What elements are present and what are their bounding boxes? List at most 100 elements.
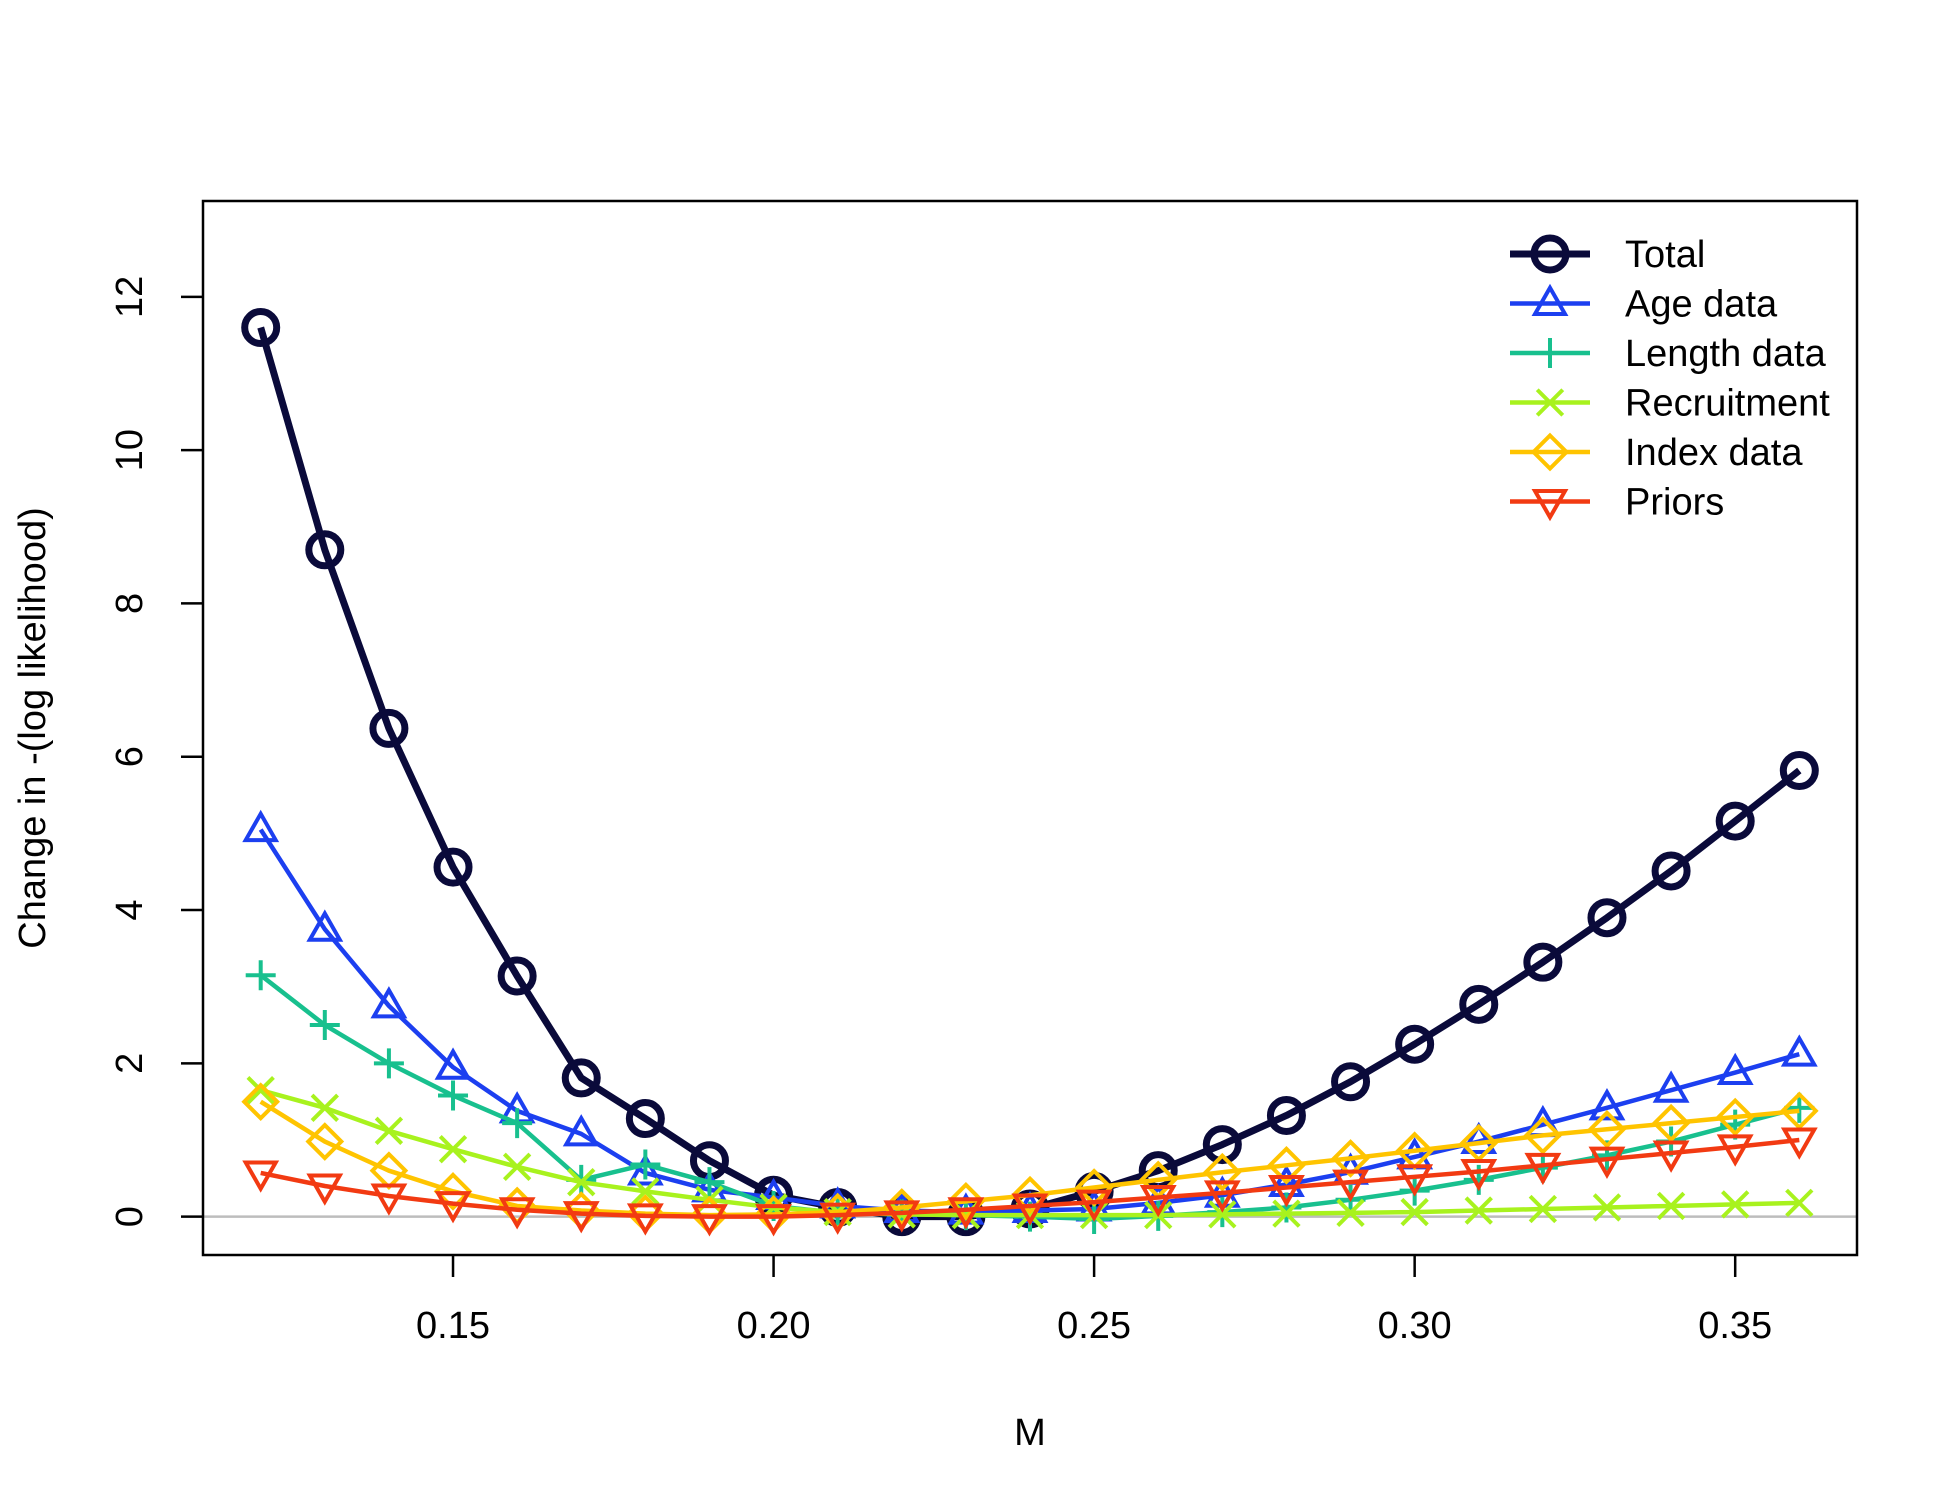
legend-marker	[1531, 283, 1569, 316]
data-point-total	[1395, 1024, 1435, 1064]
data-point-total	[497, 956, 537, 996]
data-point-index-data	[1010, 1175, 1050, 1215]
data-point-length-data	[438, 1080, 469, 1111]
data-point-total	[1651, 851, 1691, 891]
data-point-index-data	[1587, 1109, 1627, 1149]
data-point-length-data	[373, 1048, 404, 1079]
data-point-priors	[306, 1173, 344, 1206]
data-point-total	[241, 307, 281, 347]
data-point-priors	[883, 1200, 921, 1233]
data-point-age-data	[1716, 1052, 1754, 1086]
y-tick-label: 6	[109, 746, 151, 767]
legend-item-priors: Priors	[1510, 482, 1724, 524]
data-point-priors	[1588, 1146, 1626, 1179]
data-point-total	[369, 708, 409, 748]
data-point-total	[305, 530, 345, 570]
series-line-priors	[260, 1137, 1800, 1219]
legend-marker	[1531, 489, 1569, 522]
data-point-index-data	[1651, 1103, 1691, 1143]
data-point-priors	[498, 1197, 536, 1230]
data-point-total	[625, 1099, 665, 1139]
data-point-total	[1779, 751, 1819, 791]
x-tick-label: 0.25	[1057, 1305, 1131, 1347]
data-point-priors	[1460, 1158, 1498, 1192]
data-point-priors	[1075, 1189, 1113, 1222]
data-point-recruitment	[1336, 1198, 1365, 1228]
data-point-priors	[1652, 1140, 1690, 1173]
data-point-index-data	[305, 1122, 345, 1161]
data-point-priors	[1139, 1185, 1177, 1218]
y-tick-label: 4	[109, 899, 151, 920]
legend-label: Index data	[1625, 432, 1803, 474]
data-point-index-data	[1267, 1145, 1306, 1185]
data-point-age-data	[1588, 1088, 1626, 1121]
data-point-age-data	[306, 909, 344, 942]
data-point-priors	[1396, 1164, 1434, 1197]
legend-item-length-data: Length data	[1510, 333, 1827, 375]
data-point-total	[1266, 1095, 1306, 1135]
data-point-total	[1331, 1062, 1371, 1102]
data-point-recruitment	[567, 1168, 596, 1197]
data-point-recruitment	[1592, 1193, 1622, 1222]
legend-label: Total	[1625, 234, 1705, 276]
legend-marker	[1535, 338, 1565, 368]
data-point-recruitment	[1400, 1197, 1429, 1227]
data-point-index-data	[1202, 1152, 1242, 1192]
legend-label: Priors	[1625, 482, 1724, 524]
data-point-priors	[370, 1183, 408, 1216]
data-point-age-data	[242, 809, 280, 843]
data-point-length-data	[309, 1010, 340, 1041]
data-point-index-data	[241, 1082, 281, 1122]
data-point-age-data	[1652, 1070, 1690, 1103]
data-point-priors	[819, 1202, 857, 1235]
legend-marker	[1535, 388, 1565, 417]
data-point-recruitment	[1656, 1191, 1686, 1221]
x-tick-label: 0.20	[737, 1305, 811, 1347]
data-point-priors	[947, 1197, 985, 1230]
data-point-index-data	[1331, 1139, 1370, 1178]
legend-item-age-data: Age data	[1510, 284, 1778, 326]
plot-frame	[201, 199, 1859, 1257]
data-point-length-data	[245, 960, 276, 991]
data-point-index-data	[946, 1182, 986, 1221]
data-point-age-data	[370, 986, 408, 1019]
legend-item-total: Total	[1510, 234, 1705, 276]
data-point-total	[1459, 984, 1499, 1024]
data-point-length-data	[694, 1167, 725, 1198]
data-point-priors	[1203, 1180, 1241, 1213]
y-tick-label: 0	[109, 1206, 151, 1227]
x-axis: 0.15 0.20 0.25 0.30 0.35	[416, 1255, 1772, 1347]
data-point-age-data	[562, 1114, 600, 1147]
data-point-priors	[1011, 1193, 1049, 1226]
data-point-index-data	[1715, 1097, 1755, 1137]
data-point-priors	[626, 1203, 664, 1236]
legend-marker	[1530, 432, 1570, 472]
legend: Total Age data Length data Recruitment Index…	[1510, 234, 1830, 524]
data-point-priors	[691, 1204, 728, 1237]
data-point-total	[1523, 942, 1563, 982]
data-point-recruitment	[631, 1177, 660, 1206]
data-point-length-data	[1271, 1192, 1302, 1223]
data-point-length-data	[502, 1108, 533, 1139]
data-point-age-data	[1460, 1121, 1498, 1155]
data-point-age-data	[626, 1153, 664, 1186]
data-point-recruitment	[1528, 1194, 1558, 1224]
data-point-age-data	[1780, 1034, 1818, 1067]
y-tick-label: 10	[109, 429, 151, 471]
data-point-recruitment	[310, 1093, 339, 1122]
data-point-age-data	[434, 1047, 472, 1080]
data-point-recruitment	[502, 1152, 532, 1182]
legend-label: Length data	[1625, 333, 1827, 375]
data-point-priors	[1780, 1127, 1818, 1160]
x-axis-label: M	[1014, 1412, 1046, 1454]
x-tick-label: 0.30	[1378, 1305, 1452, 1347]
data-point-priors	[1524, 1152, 1562, 1186]
data-point-total	[1715, 801, 1755, 841]
data-point-length-data	[630, 1149, 661, 1180]
y-axis-label: Change in -(log likelihood)	[12, 507, 54, 948]
data-point-total	[1202, 1125, 1242, 1165]
data-point-recruitment	[1785, 1188, 1814, 1218]
data-point-recruitment	[438, 1135, 468, 1164]
y-tick-label: 8	[109, 593, 151, 614]
data-point-total	[433, 847, 473, 887]
